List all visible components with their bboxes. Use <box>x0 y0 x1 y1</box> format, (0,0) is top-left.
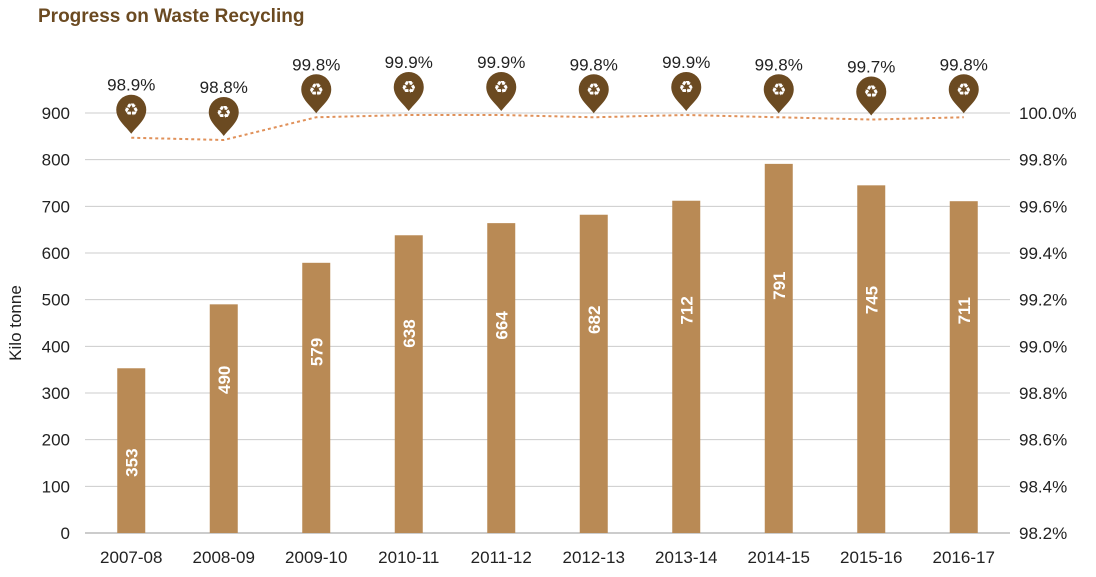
x-tick-label: 2014-15 <box>748 548 810 567</box>
y2-tick-label: 99.4% <box>1019 244 1067 263</box>
rate-label: 98.8% <box>200 78 248 97</box>
rate-label: 99.8% <box>292 55 340 74</box>
y-tick-label: 700 <box>42 197 70 216</box>
bar <box>302 262 331 533</box>
y2-tick-label: 99.6% <box>1019 197 1067 216</box>
rate-label: 99.8% <box>940 55 988 74</box>
x-tick-label: 2007-08 <box>100 548 162 567</box>
y-tick-label: 600 <box>42 244 70 263</box>
recycle-pin-icon: ♻ <box>671 72 702 111</box>
rate-label: 99.9% <box>477 53 525 72</box>
x-tick-label: 2008-09 <box>193 548 255 567</box>
svg-text:♻: ♻ <box>216 103 231 123</box>
rate-label: 99.7% <box>847 58 895 77</box>
y-axis-label: Kilo tonne <box>6 285 25 361</box>
y2-tick-label: 100.0% <box>1019 104 1077 123</box>
y2-tick-label: 98.6% <box>1019 431 1067 450</box>
svg-text:♻: ♻ <box>586 80 601 100</box>
bar-value-label: 490 <box>215 366 234 394</box>
rate-label: 99.9% <box>662 53 710 72</box>
bar <box>579 214 608 533</box>
rate-label: 99.9% <box>385 53 433 72</box>
y-tick-label: 500 <box>42 291 70 310</box>
y-tick-label: 200 <box>42 431 70 450</box>
x-tick-label: 2011-12 <box>471 548 532 567</box>
bar-value-label: 353 <box>122 448 141 476</box>
bar <box>764 163 793 533</box>
svg-text:♻: ♻ <box>956 80 971 100</box>
recycle-pin-icon: ♻ <box>578 74 609 114</box>
recycling-rate-line <box>131 113 964 142</box>
bar-value-label: 664 <box>492 311 511 340</box>
x-tick-label: 2010-11 <box>378 548 439 567</box>
svg-text:♻: ♻ <box>494 78 509 98</box>
bar-value-label: 638 <box>400 319 419 347</box>
y-tick-label: 800 <box>42 151 70 170</box>
recycle-pin-icon: ♻ <box>208 97 239 136</box>
y-tick-label: 100 <box>42 477 70 496</box>
y-tick-label: 0 <box>61 524 70 543</box>
svg-text:♻: ♻ <box>864 83 879 103</box>
recycle-pin-icon: ♻ <box>948 74 979 114</box>
rate-label: 99.8% <box>570 55 618 74</box>
svg-text:♻: ♻ <box>771 80 786 100</box>
recycle-pin-icon: ♻ <box>116 94 147 134</box>
bar <box>394 235 423 533</box>
svg-text:♻: ♻ <box>401 78 416 98</box>
chart-title: Progress on Waste Recycling <box>38 6 305 27</box>
bar-value-label: 791 <box>770 271 789 299</box>
recycle-pin-icon: ♻ <box>393 72 424 111</box>
svg-text:♻: ♻ <box>124 101 139 121</box>
bar <box>857 185 886 534</box>
x-tick-label: 2013-14 <box>655 548 717 567</box>
bar-value-label: 682 <box>585 306 604 334</box>
bar <box>487 223 516 533</box>
y-tick-label: 900 <box>42 104 70 123</box>
bar <box>949 201 978 533</box>
y2-tick-label: 99.0% <box>1019 337 1067 356</box>
svg-text:♻: ♻ <box>309 80 324 100</box>
bar <box>209 304 238 533</box>
recycle-pin-icon: ♻ <box>301 74 332 114</box>
y2-tick-label: 98.4% <box>1019 477 1067 496</box>
rate-label: 99.8% <box>755 55 803 74</box>
bar-value-label: 711 <box>955 297 974 324</box>
y-tick-label: 400 <box>42 337 70 356</box>
bar-value-label: 579 <box>307 338 326 366</box>
y2-tick-label: 99.2% <box>1019 291 1067 310</box>
x-tick-label: 2015-16 <box>840 548 902 567</box>
y2-tick-label: 98.8% <box>1019 384 1067 403</box>
rate-label: 98.9% <box>107 76 155 95</box>
y-tick-label: 300 <box>42 384 70 403</box>
y2-tick-label: 98.2% <box>1019 524 1067 543</box>
bar <box>672 200 701 533</box>
recycle-pin-icon: ♻ <box>486 72 517 111</box>
recycle-pin-icon: ♻ <box>856 76 887 116</box>
x-tick-label: 2009-10 <box>285 548 347 567</box>
recycle-pin-icon: ♻ <box>763 74 794 114</box>
bar <box>117 368 146 533</box>
bar-value-label: 712 <box>677 296 696 324</box>
bar-value-label: 745 <box>862 286 881 314</box>
svg-text:♻: ♻ <box>679 78 694 98</box>
x-tick-label: 2012-13 <box>563 548 625 567</box>
x-tick-label: 2016-17 <box>933 548 995 567</box>
y2-tick-label: 99.8% <box>1019 151 1067 170</box>
